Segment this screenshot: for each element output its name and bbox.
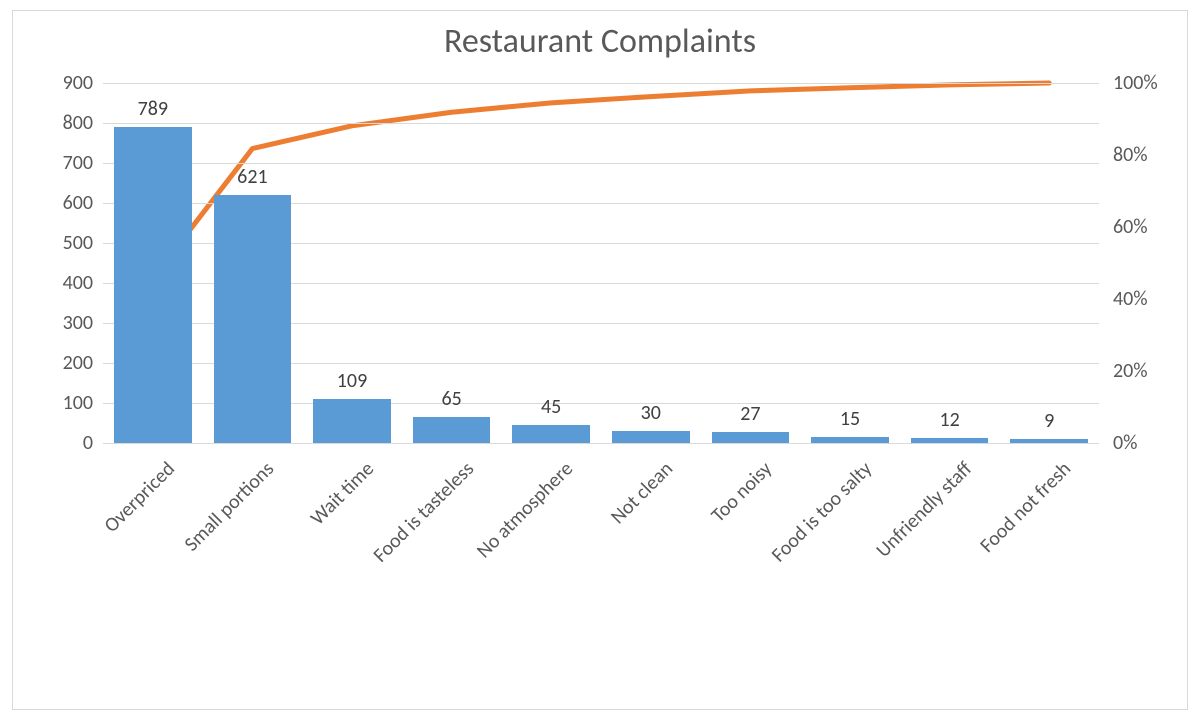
gridline	[103, 83, 1099, 84]
bar	[811, 437, 889, 443]
bar-value-label: 621	[237, 165, 267, 189]
bar	[313, 399, 391, 443]
y-left-tick-label: 500	[23, 231, 93, 255]
bar-value-label: 45	[541, 395, 561, 419]
bar	[114, 127, 192, 443]
bar-value-label: 65	[441, 387, 461, 411]
bar-value-label: 789	[138, 97, 168, 121]
y-right-tick-label: 80%	[1113, 143, 1148, 167]
x-axis-labels: OverpricedSmall portionsWait timeFood is…	[103, 451, 1099, 691]
bar-value-label: 109	[337, 369, 367, 393]
y-left-tick-label: 100	[23, 391, 93, 415]
y-left-tick-label: 200	[23, 351, 93, 375]
y-left-tick-label: 700	[23, 151, 93, 175]
chart-frame: Restaurant Complaints 010020030040050060…	[12, 10, 1188, 710]
bar	[712, 432, 790, 443]
bar-value-label: 15	[840, 407, 860, 431]
bar	[911, 438, 989, 443]
bar-value-label: 30	[641, 401, 661, 425]
y-left-tick-label: 900	[23, 71, 93, 95]
y-left-tick-label: 300	[23, 311, 93, 335]
bar-value-label: 9	[1044, 409, 1054, 433]
chart-title: Restaurant Complaints	[13, 21, 1187, 62]
bar	[214, 195, 292, 443]
y-right-tick-label: 0%	[1113, 431, 1137, 455]
y-right-tick-label: 100%	[1113, 71, 1158, 95]
bar	[512, 425, 590, 443]
bar	[413, 417, 491, 443]
y-left-tick-label: 600	[23, 191, 93, 215]
y-left-tick-label: 400	[23, 271, 93, 295]
gridline	[103, 123, 1099, 124]
bar	[1010, 439, 1088, 443]
plot-area: 01002003004005006007008009000%20%40%60%8…	[103, 83, 1099, 443]
bar-value-label: 27	[740, 402, 760, 426]
y-right-tick-label: 40%	[1113, 287, 1148, 311]
bar-value-label: 12	[939, 408, 959, 432]
gridline	[103, 443, 1099, 444]
y-left-tick-label: 0	[23, 431, 93, 455]
y-right-tick-label: 20%	[1113, 359, 1148, 383]
y-right-tick-label: 60%	[1113, 215, 1148, 239]
bar	[612, 431, 690, 443]
y-left-tick-label: 800	[23, 111, 93, 135]
